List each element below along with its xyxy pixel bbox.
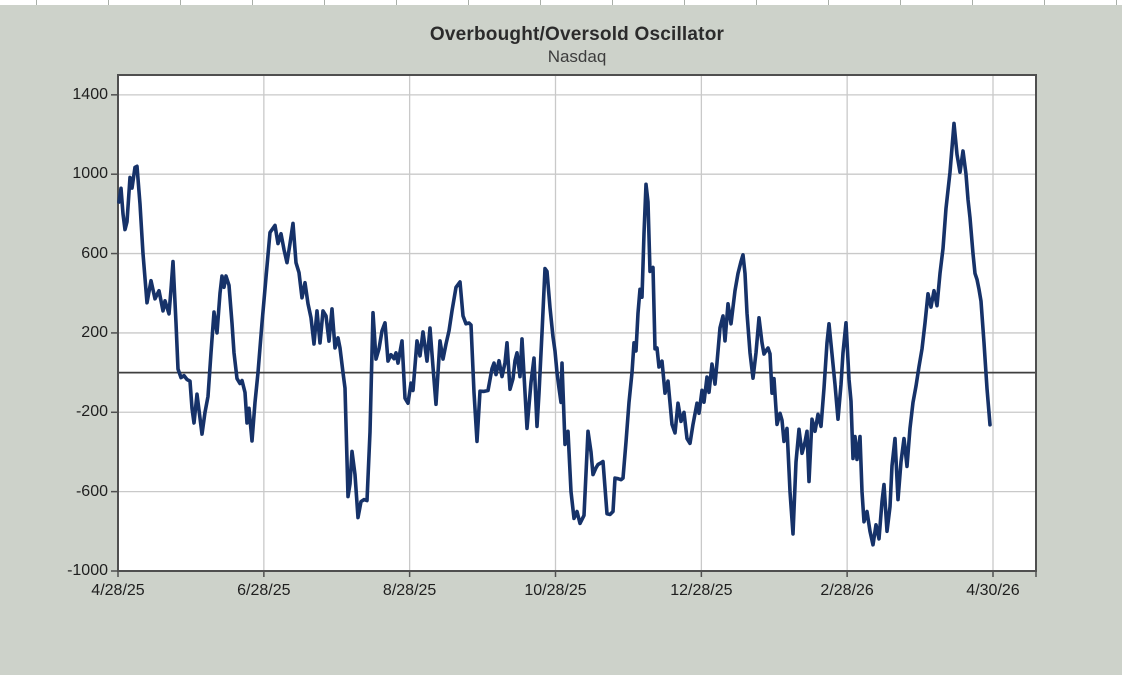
column-border-tick	[612, 0, 613, 5]
column-border-tick	[540, 0, 541, 5]
x-axis-label: 2/28/26	[820, 582, 874, 599]
y-axis-label: 1000	[72, 165, 108, 183]
y-axis-label: 200	[81, 323, 108, 341]
column-border-tick	[972, 0, 973, 5]
column-border-tick	[396, 0, 397, 5]
y-axis-label: -600	[75, 482, 108, 500]
x-axis-label: 6/28/25	[237, 582, 291, 599]
x-axis-label: 12/28/25	[670, 582, 733, 599]
chart-title: Overbought/Oversold Oscillator	[429, 24, 725, 45]
column-border-tick	[828, 0, 829, 5]
column-border-tick	[1116, 0, 1117, 5]
chart-subtitle: Nasdaq	[547, 47, 607, 66]
x-axis-label: 4/30/26	[966, 582, 1020, 599]
y-axis-label: -1000	[67, 562, 108, 579]
column-border-tick	[900, 0, 901, 5]
column-border-tick	[108, 0, 109, 5]
spreadsheet-column-edge-strip	[0, 0, 1122, 5]
y-axis-label: -200	[75, 403, 108, 421]
column-border-tick	[1044, 0, 1045, 5]
column-border-tick	[252, 0, 253, 5]
plot-border	[117, 74, 1037, 572]
y-axis-label: 1400	[72, 85, 108, 103]
x-axis-label: 4/28/25	[91, 582, 145, 599]
column-border-tick	[324, 0, 325, 5]
oscillator-line	[117, 121, 992, 547]
column-border-tick	[756, 0, 757, 5]
column-border-tick	[36, 0, 37, 5]
column-border-tick	[684, 0, 685, 5]
y-axis-label: 600	[81, 244, 108, 262]
column-border-tick	[180, 0, 181, 5]
x-axis-label: 8/28/25	[382, 582, 437, 599]
x-axis-label: 10/28/25	[524, 582, 587, 599]
column-border-tick	[468, 0, 469, 5]
